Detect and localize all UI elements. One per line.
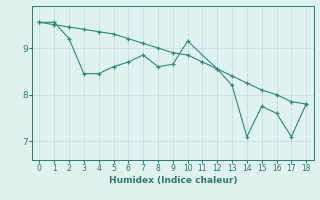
X-axis label: Humidex (Indice chaleur): Humidex (Indice chaleur) <box>108 176 237 185</box>
